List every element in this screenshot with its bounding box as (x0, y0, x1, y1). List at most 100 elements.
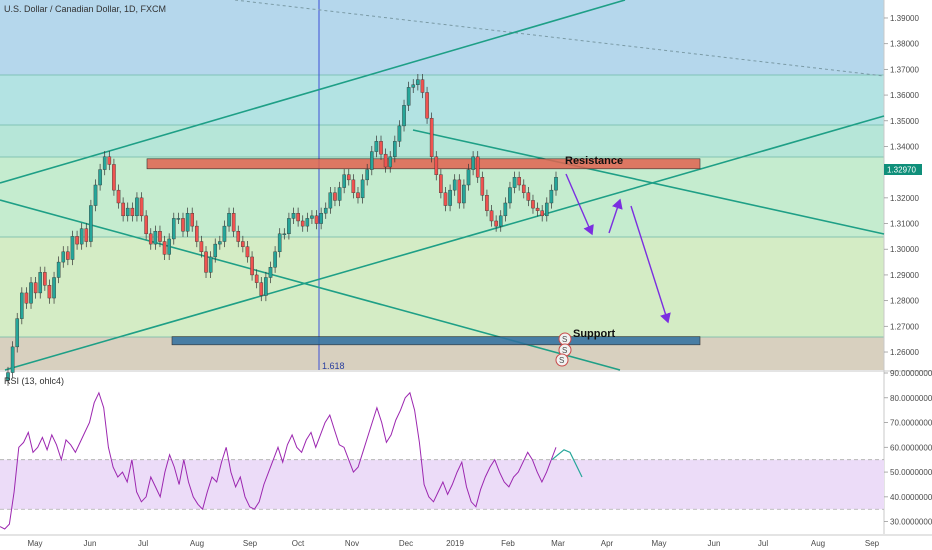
candle (397, 120, 402, 147)
fib-background-bands (0, 0, 884, 370)
fib-band-1 (0, 0, 884, 75)
candle (222, 220, 227, 248)
candle (204, 246, 208, 279)
candle (411, 79, 416, 94)
candle (287, 212, 291, 240)
candle-body (47, 285, 52, 299)
candle-body (199, 241, 204, 253)
time-tick-label: May (27, 539, 42, 548)
candle-body (98, 169, 102, 186)
candle-body (319, 213, 323, 224)
candle-body (342, 174, 346, 188)
candle-body (33, 282, 38, 294)
candle (277, 228, 282, 258)
candle-body (498, 215, 503, 227)
candle-body (425, 92, 429, 119)
candle-body (365, 169, 369, 181)
candle (342, 169, 346, 194)
candle-body (471, 156, 475, 170)
candle (531, 194, 535, 214)
rsi-tick-label: 70.00000000 (890, 419, 932, 428)
candle (448, 184, 452, 212)
candle-body (222, 225, 227, 242)
candle (457, 174, 462, 209)
price-tick-label: 1.32000 (890, 194, 919, 203)
candle-body (52, 277, 56, 299)
time-tick-label: May (651, 539, 666, 548)
candle (296, 207, 300, 227)
candle-body (56, 261, 61, 278)
candle-body (208, 256, 213, 273)
candle (429, 112, 434, 163)
candle (24, 287, 29, 309)
candle (107, 151, 112, 171)
candle-body (162, 241, 167, 255)
candle-body (489, 210, 494, 222)
candle-body (540, 210, 544, 217)
candle-body (121, 202, 125, 217)
event-marker-1-label: S (562, 335, 567, 344)
price-tick-label: 1.37000 (890, 65, 919, 74)
candle-body (494, 220, 498, 227)
rsi-projection-curve (551, 449, 583, 478)
event-markers[interactable]: S S S (555, 332, 572, 367)
candle (360, 174, 365, 204)
candle-body (144, 215, 148, 235)
candle-body (153, 231, 158, 245)
candle (158, 225, 162, 248)
time-tick-label: Sep (865, 539, 880, 548)
candle (47, 279, 52, 304)
candle (369, 145, 374, 176)
candle (208, 251, 213, 279)
price-tick-label: 1.29000 (890, 271, 919, 280)
price-tick-label: 1.35000 (890, 117, 919, 126)
candle (383, 148, 388, 173)
candle-body (241, 241, 245, 247)
candle (305, 212, 310, 232)
candle (420, 74, 425, 99)
projection-arrow-3 (630, 205, 671, 324)
candle-body (356, 192, 360, 199)
time-tick-label: Oct (292, 539, 305, 548)
candle (356, 187, 360, 204)
candle (236, 225, 241, 248)
candle (29, 276, 33, 309)
candle (365, 163, 369, 186)
time-tick-label: Jun (708, 539, 721, 548)
candle-body (167, 238, 171, 255)
upper-channel-line (0, 0, 626, 184)
price-tick-label: 1.39000 (890, 14, 919, 23)
candle (176, 212, 181, 225)
candle-body (29, 282, 33, 304)
candle-body (549, 189, 554, 204)
candle (535, 202, 540, 217)
candle-body (89, 205, 93, 242)
candle-body (531, 200, 535, 209)
candle-body (79, 228, 84, 245)
candle (521, 179, 526, 199)
support-zone[interactable] (171, 336, 701, 346)
candle-body (250, 256, 254, 276)
candle (517, 171, 521, 191)
candle (218, 235, 222, 250)
descending-resistance-line (412, 129, 885, 235)
candle (462, 179, 466, 209)
resistance-zone[interactable] (146, 158, 701, 170)
candle-body (480, 177, 485, 196)
candle-body (245, 246, 250, 258)
candle (33, 276, 38, 299)
rsi-tick-label: 30.00000000 (890, 518, 932, 527)
candle (66, 246, 70, 266)
candle-body (420, 79, 425, 93)
candle-body (544, 202, 549, 217)
candle (402, 99, 406, 132)
time-tick-label: Dec (399, 539, 413, 548)
time-axis[interactable]: May Jun Jul Aug Sep Oct Nov Dec 2019 Feb Mar Apr May… (0, 534, 932, 548)
time-tick-label: Sep (243, 539, 258, 548)
axis-panel-bg (884, 0, 932, 550)
event-marker-3[interactable] (555, 353, 569, 367)
time-tick-label: Aug (811, 539, 825, 548)
candle (153, 225, 158, 250)
current-price-tag: 1.32970 (884, 164, 922, 175)
candle (273, 246, 277, 273)
